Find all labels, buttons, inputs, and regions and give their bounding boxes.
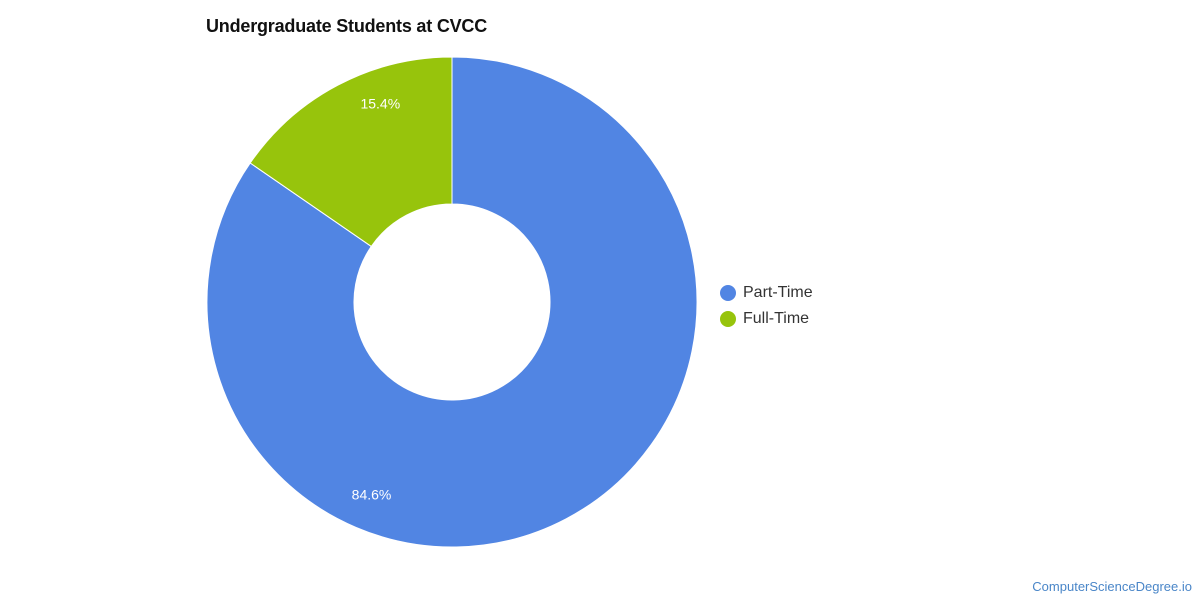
donut-data-labels: 84.6% 15.4%	[352, 95, 400, 502]
donut-slice-full-time[interactable]	[249, 56, 453, 248]
data-label-full-time: 15.4%	[360, 95, 400, 111]
chart-legend: Part-Time Full-Time	[720, 280, 813, 332]
legend-item-part-time[interactable]: Part-Time	[720, 280, 813, 306]
legend-label-full-time: Full-Time	[743, 310, 810, 327]
donut-slice-part-time[interactable]	[206, 56, 698, 548]
chart-title: Undergraduate Students at CVCC	[206, 16, 488, 36]
legend-item-full-time[interactable]: Full-Time	[720, 306, 813, 332]
site-watermark[interactable]: ComputerScienceDegree.io	[1032, 579, 1192, 594]
donut-slices	[206, 56, 698, 548]
legend-label-part-time: Part-Time	[743, 284, 813, 301]
data-label-part-time: 84.6%	[352, 487, 392, 503]
legend-swatch-part-time	[720, 285, 736, 301]
legend-swatch-full-time	[720, 311, 736, 327]
